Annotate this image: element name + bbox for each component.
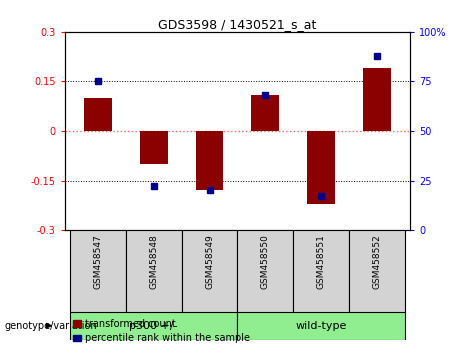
Bar	[70, 312, 237, 340]
Bar	[307, 131, 335, 204]
Bar	[70, 230, 126, 312]
Text: GSM458549: GSM458549	[205, 234, 214, 289]
Bar	[293, 230, 349, 312]
Text: GSM458551: GSM458551	[317, 234, 325, 289]
Bar	[182, 230, 237, 312]
Text: GSM458548: GSM458548	[149, 234, 158, 289]
Bar	[251, 95, 279, 131]
Bar	[84, 98, 112, 131]
Text: GSM458550: GSM458550	[261, 234, 270, 289]
Legend: transformed count, percentile rank within the sample: transformed count, percentile rank withi…	[70, 315, 254, 347]
Text: p300 +/-: p300 +/-	[130, 321, 178, 331]
Bar	[363, 68, 391, 131]
Text: genotype/variation: genotype/variation	[5, 321, 97, 331]
Bar	[195, 131, 224, 190]
Bar	[349, 230, 405, 312]
Text: GSM458552: GSM458552	[372, 234, 381, 289]
Bar	[237, 230, 293, 312]
Bar	[126, 230, 182, 312]
Text: GSM458547: GSM458547	[94, 234, 102, 289]
Bar	[237, 312, 405, 340]
Text: wild-type: wild-type	[296, 321, 347, 331]
Bar	[140, 131, 168, 164]
Title: GDS3598 / 1430521_s_at: GDS3598 / 1430521_s_at	[158, 18, 317, 31]
